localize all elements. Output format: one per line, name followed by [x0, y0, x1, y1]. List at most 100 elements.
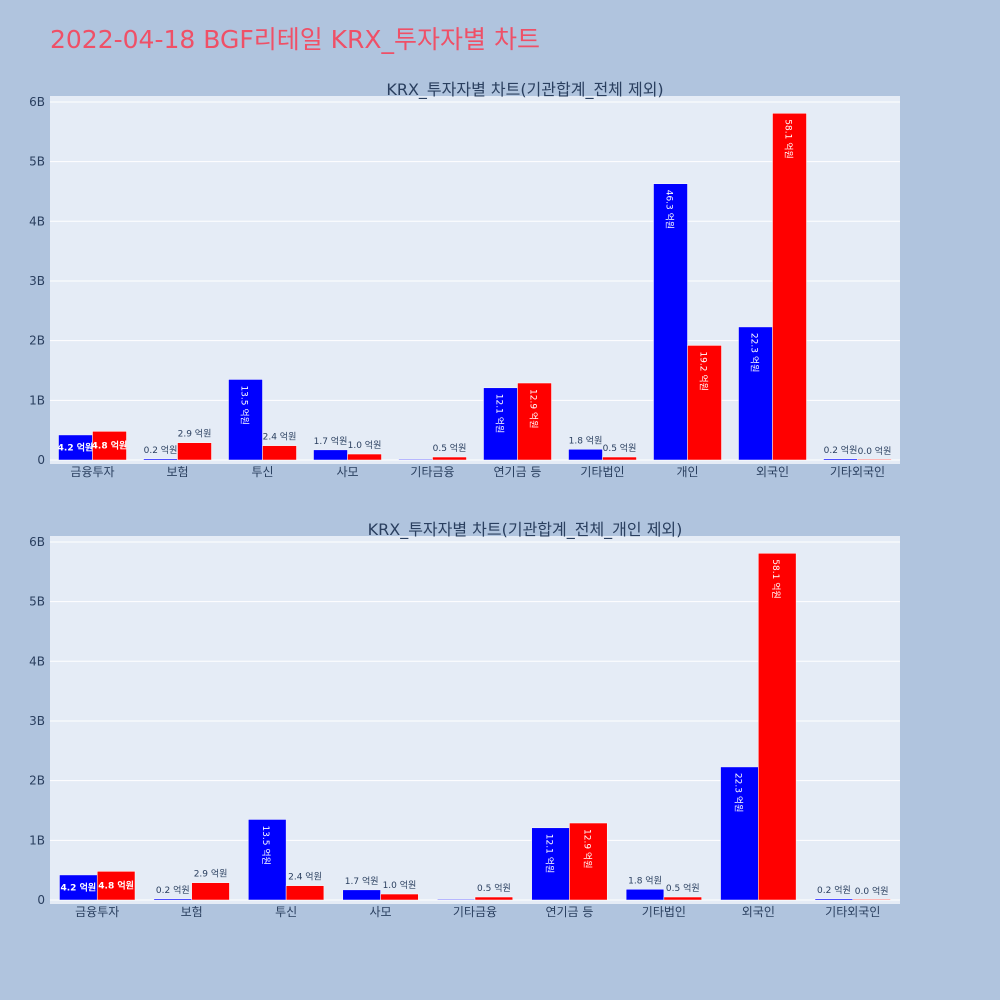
x-tick-label: 외국인 — [742, 905, 775, 919]
bar-buy[interactable] — [436, 898, 476, 901]
bar-buy[interactable] — [625, 889, 665, 901]
bar-label: 0.5 억원 — [477, 882, 511, 894]
bar-label: 0.2 억원 — [156, 884, 190, 896]
x-tick-label: 기타외국인 — [830, 465, 885, 479]
chart-title: KRX_투자자별 차트(기관합계_전체_개인 제외) — [368, 520, 683, 540]
bar-buy[interactable] — [568, 449, 603, 461]
bar-label: 1.7 억원 — [345, 875, 379, 887]
bar-label: 0.5 억원 — [666, 882, 700, 894]
bar-label: 4.8 억원 — [92, 440, 128, 452]
x-tick-label: 기타외국인 — [825, 905, 880, 919]
bar-label: 0.2 억원 — [824, 444, 858, 456]
bar-buy[interactable] — [342, 889, 381, 901]
bar-label: 12.9 억원 — [581, 829, 593, 868]
x-tick-label: 외국인 — [756, 465, 789, 479]
bar-sell[interactable] — [191, 882, 230, 901]
chart-1: 0 1B 2B 3B 4B 5B 6B KRX_투자자별 차트(기관합계_전체 제외) 4.2 … — [29, 80, 900, 479]
bar-sell[interactable] — [687, 345, 722, 461]
bar-sell[interactable] — [569, 822, 608, 901]
bar-sell[interactable] — [96, 871, 136, 901]
bar-label: 2.4 억원 — [263, 431, 297, 443]
bar-sell[interactable] — [380, 893, 419, 901]
bar-label: 0.5 억원 — [603, 442, 637, 454]
bar-sell[interactable] — [92, 431, 127, 461]
bar-buy[interactable] — [59, 874, 98, 901]
bar-buy[interactable] — [483, 387, 518, 461]
x-tick-label: 연기금 등 — [494, 465, 542, 479]
page-title: 2022-04-18 BGF리테일 KRX_투자자별 차트 — [50, 25, 540, 54]
y-tick-label: 1B — [29, 833, 45, 847]
bar-sell[interactable] — [347, 453, 382, 461]
bar-label: 0.2 억원 — [144, 444, 178, 456]
x-tick-label: 사모 — [370, 905, 392, 919]
bar-label: 4.2 억원 — [58, 441, 94, 453]
x-tick-label: 기타법인 — [580, 465, 624, 479]
bar-label: 13.5 억원 — [239, 385, 251, 424]
x-tick-label: 사모 — [336, 465, 358, 479]
y-tick-label: 3B — [29, 274, 45, 288]
bar-buy[interactable] — [228, 379, 263, 461]
y-tick-label: 0 — [37, 453, 45, 467]
bar-sell[interactable] — [663, 896, 702, 901]
bar-sell[interactable] — [772, 113, 807, 461]
bar-buy[interactable] — [143, 458, 178, 461]
bar-buy[interactable] — [313, 449, 348, 461]
y-tick-label: 2B — [29, 774, 45, 788]
chart-title: KRX_투자자별 차트(기관합계_전체 제외) — [386, 80, 663, 100]
bar-label: 46.3 억원 — [664, 190, 676, 229]
bar-label: 22.3 억원 — [732, 773, 744, 812]
bar-label: 0.5 억원 — [433, 442, 467, 454]
bar-sell[interactable] — [285, 885, 325, 901]
bar-label: 12.1 억원 — [494, 394, 506, 433]
bar-buy[interactable] — [814, 898, 854, 901]
bar-sell[interactable] — [262, 445, 297, 461]
x-tick-label: 투신 — [251, 465, 273, 479]
bar-label: 12.9 억원 — [528, 389, 540, 428]
bar-buy[interactable] — [398, 458, 433, 461]
bar-buy[interactable] — [153, 898, 192, 901]
bar-label: 2.9 억원 — [178, 428, 212, 440]
bar-label: 19.2 억원 — [698, 351, 710, 390]
x-tick-label: 기타금융 — [453, 905, 497, 919]
x-tick-label: 개인 — [676, 465, 698, 479]
bar-sell[interactable] — [758, 553, 797, 901]
chart-2: 0 1B 2B 3B 4B 5B 6B KRX_투자자별 차트(기관합계_전체_개인 제외) 4… — [29, 520, 900, 919]
y-tick-label: 3B — [29, 714, 45, 728]
bar-label: 22.3 억원 — [749, 333, 761, 372]
bar-label: 2.9 억원 — [194, 868, 228, 880]
bar-buy[interactable] — [531, 827, 570, 901]
x-tick-label: 연기금 등 — [545, 905, 593, 919]
bar-sell[interactable] — [602, 456, 637, 461]
y-tick-label: 5B — [29, 155, 45, 169]
x-tick-label: 보험 — [181, 905, 203, 919]
bar-label: 1.8 억원 — [628, 874, 662, 886]
bar-label: 4.8 억원 — [98, 880, 134, 892]
bar-buy[interactable] — [248, 819, 287, 901]
y-tick-label: 0 — [37, 893, 45, 907]
bar-sell[interactable] — [857, 458, 892, 461]
bar-label: 58.1 억원 — [770, 559, 782, 598]
bar-buy[interactable] — [823, 458, 858, 461]
bar-label: 2.4 억원 — [288, 871, 322, 883]
bar-sell[interactable] — [474, 896, 514, 901]
bar-sell[interactable] — [432, 456, 467, 461]
bar-label: 1.0 억원 — [348, 439, 382, 451]
bar-label: 12.1 억원 — [544, 834, 556, 873]
bar-label: 1.0 억원 — [383, 879, 417, 891]
y-tick-label: 1B — [29, 393, 45, 407]
bar-buy[interactable] — [653, 183, 688, 461]
y-tick-label: 4B — [29, 654, 45, 668]
bar-sell[interactable] — [852, 898, 891, 901]
bar-sell[interactable] — [517, 382, 552, 461]
y-tick-label: 2B — [29, 334, 45, 348]
bar-label: 13.5 억원 — [260, 825, 272, 864]
bar-buy[interactable] — [720, 766, 759, 901]
x-tick-label: 금융투자 — [75, 905, 119, 919]
y-tick-label: 6B — [29, 535, 45, 549]
bar-label: 4.2 억원 — [61, 881, 97, 893]
bar-label: 0.2 억원 — [817, 884, 851, 896]
x-tick-label: 금융투자 — [70, 465, 114, 479]
bar-sell[interactable] — [177, 442, 212, 461]
bar-label: 1.7 억원 — [314, 435, 348, 447]
